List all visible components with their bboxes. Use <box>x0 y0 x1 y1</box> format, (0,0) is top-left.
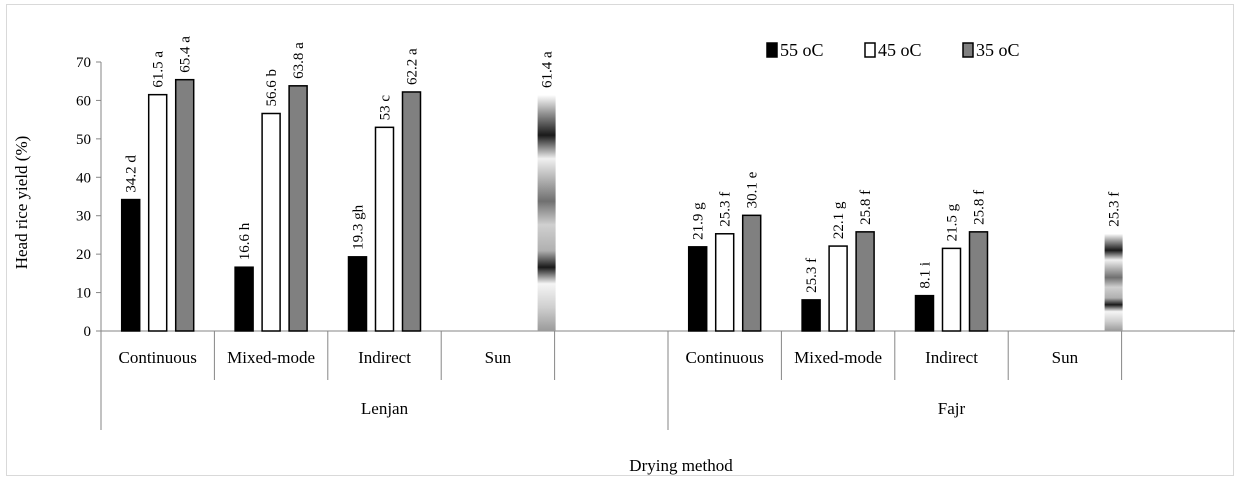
y-tick-label: 40 <box>76 170 91 186</box>
y-tick-label: 50 <box>76 132 91 148</box>
y-tick-label: 60 <box>76 93 91 109</box>
data-labels: 34.2 d 61.5 a 65.4 a 16.6 h 56.6 b 63.8 a 19.3… <box>124 36 1123 293</box>
bar-55-oc <box>687 246 708 332</box>
bar-35-oc <box>741 214 762 332</box>
data-label: 56.6 b <box>264 69 280 107</box>
bar-45-oc <box>261 112 281 332</box>
bar-55-oc <box>801 299 821 332</box>
group-label: Fajr <box>938 399 966 418</box>
y-axis-title: Head rice yield (%) <box>12 136 31 270</box>
data-label: 30.1 e <box>745 171 761 208</box>
data-label: 19.3 gh <box>351 204 367 250</box>
sun-bar <box>537 95 556 331</box>
category-label: Sun <box>485 348 512 367</box>
y-tick-label: 30 <box>76 209 91 225</box>
y-tick-label: 20 <box>76 247 91 263</box>
bars <box>120 78 1123 332</box>
category-label: Indirect <box>925 348 978 367</box>
category-label: Indirect <box>358 348 411 367</box>
legend-swatch <box>766 42 778 58</box>
data-label: 34.2 d <box>124 155 140 193</box>
data-label: 53 c <box>378 95 394 121</box>
data-label: 63.8 a <box>291 42 307 79</box>
sun-bar-label: 25.3 f <box>1107 192 1123 227</box>
category-label: Sun <box>1052 348 1079 367</box>
bar-45-oc <box>941 247 962 332</box>
bar-45-oc <box>828 245 848 332</box>
legend-swatch <box>864 42 876 58</box>
data-label: 25.8 f <box>972 190 988 225</box>
legend-swatch <box>962 42 974 58</box>
bar-chart: 0 10 20 30 40 50 60 70 Head rice yield (%) Contin… <box>12 36 1235 475</box>
y-tick-label: 10 <box>76 286 91 302</box>
data-label: 65.4 a <box>178 36 194 73</box>
data-label: 25.3 f <box>718 192 734 227</box>
bar-35-oc <box>288 85 308 332</box>
bar-45-oc <box>374 126 395 332</box>
chart-frame: 0 10 20 30 40 50 60 70 Head rice yield (%) Contin… <box>6 4 1235 476</box>
data-label: 8.1 i <box>918 262 934 289</box>
sun-bar <box>1104 233 1123 331</box>
data-label: 21.9 g <box>691 202 707 240</box>
data-label: 61.5 a <box>151 51 167 88</box>
bar-35-oc <box>174 78 195 332</box>
bar-55-oc <box>914 294 935 332</box>
category-label: Continuous <box>118 348 196 367</box>
legend-label: 55 oC <box>780 40 824 60</box>
data-label: 22.1 g <box>831 201 847 239</box>
legend-label: 35 oC <box>976 40 1020 60</box>
bar-45-oc <box>147 93 168 332</box>
bar-45-oc <box>714 233 735 332</box>
category-label: Mixed-mode <box>227 348 315 367</box>
legend-label: 45 oC <box>878 40 922 60</box>
category-label: Mixed-mode <box>794 348 882 367</box>
data-label: 25.8 f <box>858 190 874 225</box>
x-axis-title: Drying method <box>629 456 733 475</box>
group-label: Lenjan <box>361 399 409 418</box>
bar-35-oc <box>401 91 422 332</box>
legend: 55 oC 45 oC 35 oC <box>766 40 1020 60</box>
category-label: Continuous <box>685 348 763 367</box>
data-label: 25.3 f <box>804 258 820 293</box>
y-tick-label: 0 <box>84 324 92 340</box>
axes: 0 10 20 30 40 50 60 70 Head rice yield (%) Contin… <box>12 55 1235 475</box>
bar-35-oc <box>968 231 989 332</box>
bar-35-oc <box>855 231 875 332</box>
bar-55-oc <box>347 256 368 332</box>
y-tick-label: 70 <box>76 55 91 71</box>
data-label: 21.5 g <box>945 203 961 241</box>
sun-bar-label: 61.4 a <box>540 51 556 88</box>
bar-55-oc <box>120 198 141 332</box>
data-label: 62.2 a <box>405 48 421 85</box>
bar-55-oc <box>234 266 254 332</box>
data-label: 16.6 h <box>237 222 253 260</box>
